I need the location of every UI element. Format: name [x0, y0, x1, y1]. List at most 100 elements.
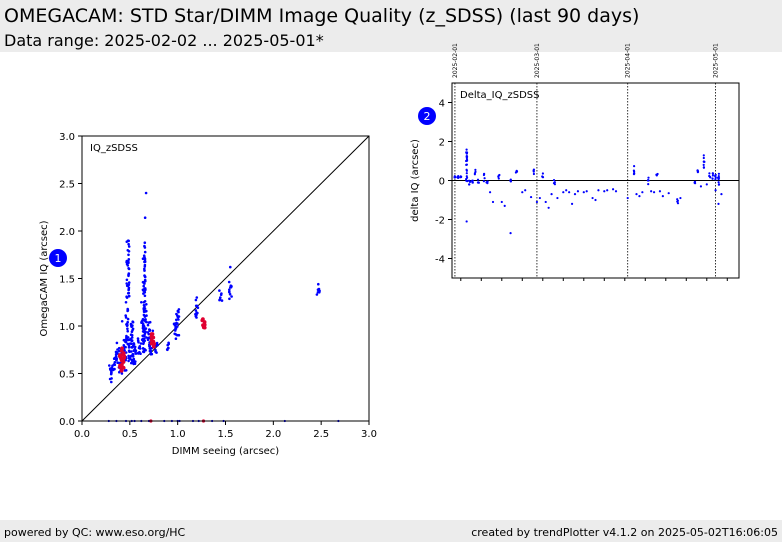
iq-point — [140, 300, 143, 304]
date-marker-label: 2025-05-01 — [713, 43, 720, 78]
iq-point — [177, 318, 180, 321]
delta-iq-point — [714, 174, 717, 177]
iq-point — [138, 347, 142, 350]
delta-iq-point — [498, 173, 501, 177]
y-tick-label: -4 — [435, 255, 445, 266]
delta-iq-point — [468, 183, 471, 186]
iq-point — [136, 337, 140, 340]
iq-point — [128, 350, 131, 354]
delta-iq-point — [532, 170, 535, 173]
delta-iq-point — [717, 202, 720, 205]
iq-point — [118, 370, 121, 374]
iq-point — [201, 325, 206, 330]
iq-point — [144, 191, 148, 195]
iq-point — [109, 368, 112, 371]
iq-point — [143, 246, 147, 249]
iq-point — [127, 261, 130, 265]
iq-point — [125, 295, 128, 299]
iq-point — [218, 289, 221, 292]
delta-iq-point — [658, 190, 662, 193]
delta-iq-point — [676, 198, 679, 201]
iq-point — [131, 327, 135, 331]
iq-point — [125, 282, 128, 285]
iq-point — [154, 348, 157, 352]
iq-point — [143, 250, 147, 254]
iq-point — [127, 245, 131, 248]
iq-point — [143, 260, 147, 264]
iq-point — [120, 372, 124, 375]
iq-point — [148, 328, 151, 331]
iq-point — [109, 372, 113, 376]
delta-iq-point — [509, 179, 512, 182]
iq-point — [219, 296, 222, 299]
x-tick-label: 0.0 — [74, 429, 90, 440]
iq-point — [117, 346, 121, 350]
delta-iq-point — [509, 232, 512, 235]
delta-iq-point — [626, 196, 629, 200]
iq-point — [125, 278, 129, 282]
iq-point — [150, 352, 154, 356]
iq-point — [142, 307, 145, 311]
iq-point — [228, 292, 232, 296]
plot2-badge — [418, 107, 436, 125]
iq-point — [155, 341, 159, 345]
iq-point — [220, 299, 224, 302]
plot1-title: IQ_zSDSS — [90, 143, 138, 154]
iq-point — [142, 254, 146, 257]
iq-point — [143, 216, 147, 219]
delta-iq-point — [709, 176, 712, 179]
iq-point — [127, 274, 130, 278]
delta-iq-point — [568, 191, 571, 194]
iq-point — [143, 257, 147, 261]
iq-point — [194, 312, 197, 316]
iq-point — [127, 242, 130, 246]
iq-point — [126, 249, 130, 252]
date-marker-label: 2025-03-01 — [534, 43, 541, 78]
delta-iq-point — [702, 154, 705, 157]
y-tick-label: 0.0 — [59, 417, 75, 428]
iq-point — [130, 336, 134, 339]
delta-iq-point — [650, 190, 653, 193]
iq-point — [149, 350, 152, 354]
iq-point — [117, 361, 121, 365]
delta-iq-point — [503, 204, 506, 207]
iq-point — [112, 357, 116, 361]
iq-point — [127, 354, 130, 358]
y-tick-label: -2 — [435, 216, 445, 227]
iq-point — [316, 288, 320, 292]
iq-point — [115, 341, 119, 345]
iq-point — [121, 360, 126, 364]
iq-point — [315, 293, 319, 296]
delta-iq-point — [661, 195, 664, 198]
delta-iq-scatter-plot: 2025-02-01 2025-03-01 2025-04-01 2025-05-01… — [410, 43, 740, 281]
delta-iq-point — [711, 174, 715, 177]
delta-iq-point — [591, 196, 594, 200]
iq-point — [125, 323, 128, 326]
iq-point — [219, 293, 223, 297]
delta-iq-point — [466, 151, 469, 154]
iq-point — [143, 263, 147, 267]
iq-point — [124, 300, 128, 304]
iq-point — [130, 361, 133, 365]
x-tick-label: 1.5 — [218, 429, 234, 440]
iq-point — [148, 347, 152, 350]
delta-iq-point — [633, 165, 636, 168]
iq-point — [127, 272, 131, 275]
iq-point — [127, 359, 130, 363]
delta-iq-point — [655, 173, 658, 176]
iq-point — [230, 295, 233, 298]
delta-iq-point — [696, 171, 700, 174]
iq-point — [121, 351, 126, 356]
plot1-badge-label: 1 — [55, 252, 62, 265]
iq-point — [142, 342, 145, 346]
iq-point — [195, 316, 198, 319]
plot2-badge-label: 2 — [424, 110, 431, 123]
iq-point — [145, 320, 148, 324]
x-axis-label: DIMM seeing (arcsec) — [172, 446, 280, 457]
iq-point — [145, 336, 148, 339]
delta-iq-point — [705, 183, 708, 186]
delta-iq-point — [465, 169, 468, 172]
delta-iq-point — [497, 177, 500, 180]
iq-point — [127, 253, 130, 257]
delta-iq-point — [708, 172, 711, 175]
